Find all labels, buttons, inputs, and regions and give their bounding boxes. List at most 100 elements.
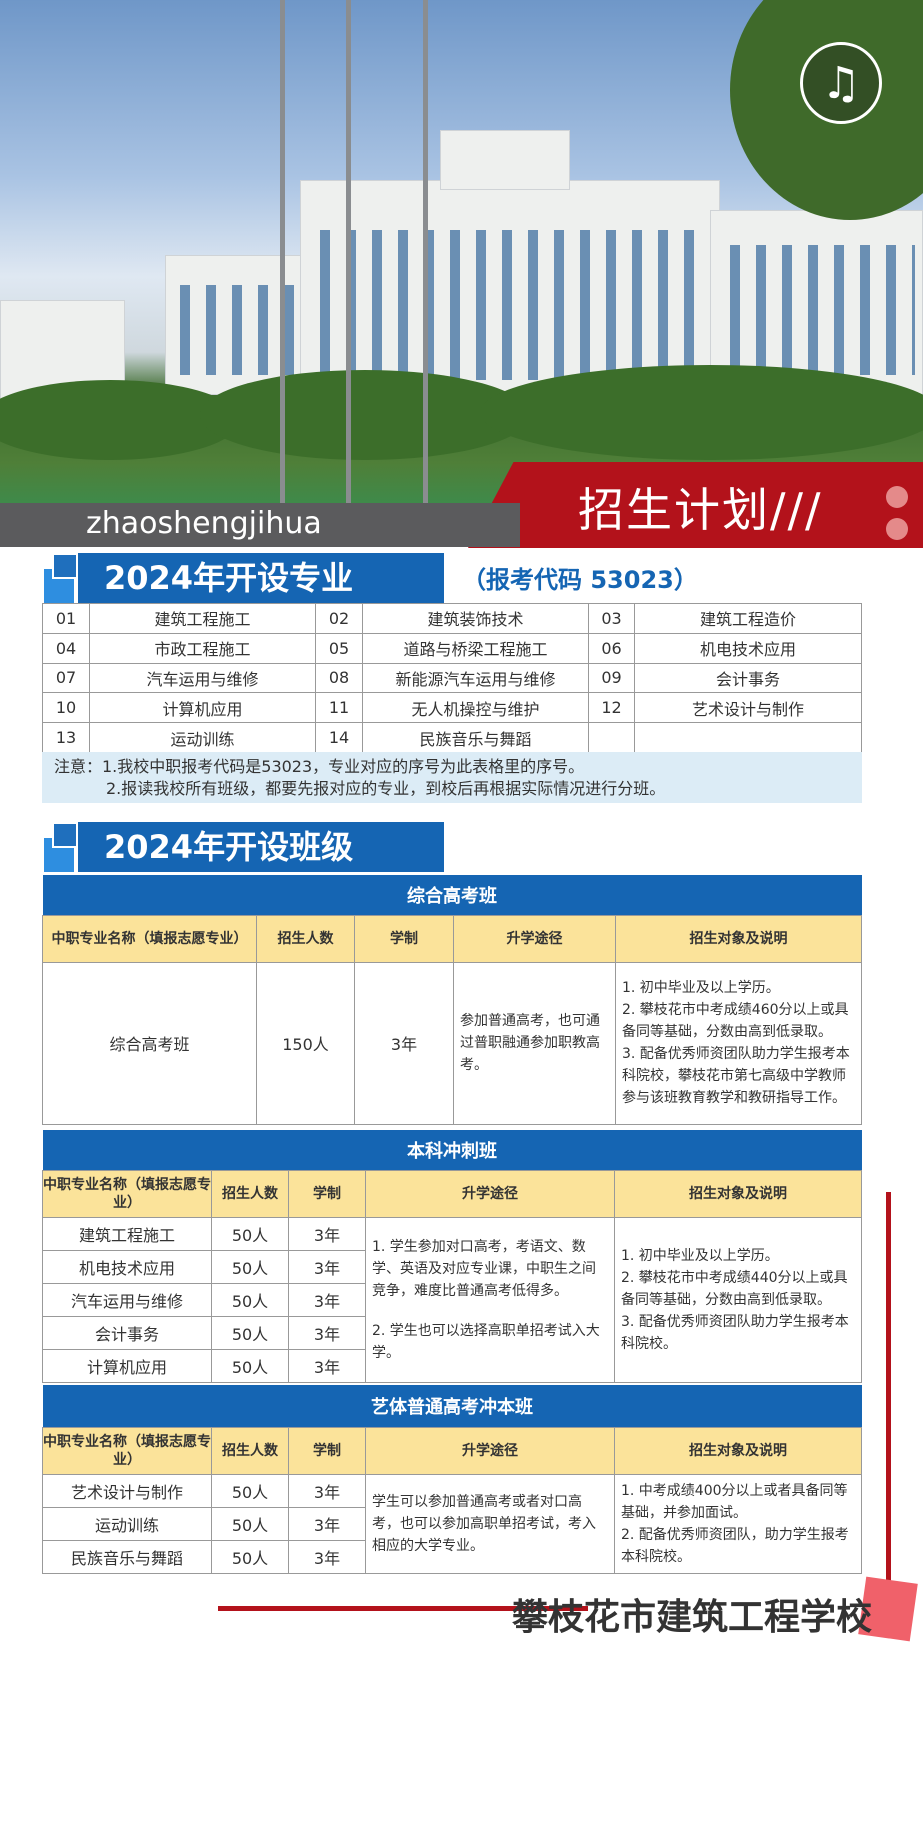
class-count: 50人	[211, 1348, 289, 1383]
school-name: 攀枝花市建筑工程学校	[512, 1597, 873, 1638]
note-line: 2.报读我校所有班级，都要先报对应的专业，到校后再根据实际情况进行分班。	[106, 779, 666, 798]
desc-line: 1. 初中毕业及以上学历。	[621, 1247, 779, 1264]
pinyin-band: zhaoshengjihua	[0, 503, 520, 547]
class-name: 计算机应用	[42, 1348, 212, 1383]
header-name: 中职专业名称（填报志愿专业）	[42, 1426, 212, 1475]
class-count: 150人	[256, 961, 355, 1125]
square-icon	[52, 553, 78, 579]
class-desc: 1. 中考成绩400分以上或者具备同等基础，并参加面试。 2. 配备优秀师资团队，…	[614, 1473, 862, 1574]
header-count: 招生人数	[211, 1169, 289, 1218]
class-count: 50人	[211, 1473, 289, 1508]
major-number: 03	[588, 603, 635, 634]
desc-line: 3. 配备优秀师资团队助力学生报考本科院校。	[621, 1313, 849, 1352]
major-number	[588, 722, 635, 753]
desc-line: 2. 攀枝花市中考成绩460分以上或具备同等基础，分数由高到低录取。	[622, 1002, 849, 1040]
desc-line: 3. 配备优秀师资团队助力学生报考本科院校，攀枝花市第七高级中学教师参与该班教育…	[622, 1046, 850, 1106]
table-row: 机电技术应用 50人 3年	[42, 1249, 862, 1284]
major-number: 08	[315, 662, 363, 694]
major-number: 12	[588, 692, 635, 724]
table-row: 04 市政工程施工 05 道路与桥梁工程施工 06 机电技术应用	[42, 632, 862, 664]
header-name: 中职专业名称（填报志愿专业）	[42, 914, 257, 963]
page-title: 招生计划///	[578, 483, 823, 537]
major-number: 02	[315, 603, 363, 634]
class-years: 3年	[288, 1216, 366, 1251]
decor-line	[218, 1606, 588, 1611]
class-name: 艺术设计与制作	[42, 1473, 212, 1508]
comprehensive-class-table: 综合高考班 中职专业名称（填报志愿专业） 招生人数 学制 升学途径 招生对象及说…	[42, 875, 862, 1125]
class-years: 3年	[288, 1249, 366, 1284]
major-name: 机电技术应用	[634, 632, 862, 664]
section-header-majors: 2024年开设专业	[44, 553, 444, 603]
music-note-icon[interactable]: ♫	[800, 42, 882, 124]
major-number: 05	[315, 632, 363, 664]
section-title: 2024年开设专业	[78, 553, 444, 603]
table-row: 民族音乐与舞蹈 50人 3年	[42, 1539, 862, 1574]
class-count: 50人	[211, 1249, 289, 1284]
class-years: 3年	[288, 1348, 366, 1383]
class-count: 50人	[211, 1539, 289, 1574]
class-title: 艺体普通高考冲本班	[42, 1385, 862, 1427]
table-row: 运动训练 50人 3年	[42, 1506, 862, 1541]
class-count: 50人	[211, 1216, 289, 1251]
header-years: 学制	[354, 914, 454, 963]
class-years: 3年	[288, 1282, 366, 1317]
major-name	[634, 722, 862, 753]
header-count: 招生人数	[211, 1426, 289, 1475]
dot-icon	[886, 486, 908, 508]
class-name: 民族音乐与舞蹈	[42, 1539, 212, 1574]
major-name: 运动训练	[89, 722, 316, 753]
section-title: 2024年开设班级	[78, 822, 444, 872]
class-years: 3年	[288, 1315, 366, 1350]
major-name: 无人机操控与维护	[362, 692, 589, 724]
school-photo	[0, 0, 923, 503]
desc-line: 2. 攀枝花市中考成绩440分以上或具备同等基础，分数由高到低录取。	[621, 1269, 848, 1308]
major-name: 市政工程施工	[89, 632, 316, 664]
major-name: 会计事务	[634, 662, 862, 694]
header-desc: 招生对象及说明	[614, 1426, 862, 1475]
major-name: 建筑工程施工	[89, 603, 316, 634]
major-number: 07	[42, 662, 90, 694]
class-desc: 1. 初中毕业及以上学历。 2. 攀枝花市中考成绩440分以上或具备同等基础，分数…	[614, 1216, 862, 1383]
header-desc: 招生对象及说明	[615, 914, 862, 963]
major-number: 10	[42, 692, 90, 724]
major-number: 09	[588, 662, 635, 694]
class-path: 1. 学生参加对口高考，考语文、数学、英语及对应专业课，中职生之间竞争，难度比普…	[365, 1216, 615, 1383]
path-line: 2. 学生也可以选择高职单招考试入大学。	[372, 1322, 600, 1361]
table-row: 13 运动训练 14 民族音乐与舞蹈	[42, 722, 862, 753]
class-path: 学生可以参加普通高考或者对口高考，也可以参加高职单招考试，考入相应的大学专业。	[365, 1473, 615, 1574]
note-line: 注意：1.我校中职报考代码是53023，专业对应的序号为此表格里的序号。	[54, 757, 585, 776]
table-row: 艺术设计与制作 50人 3年 学生可以参加普通高考或者对口高考，也可以参加高职单招考试…	[42, 1473, 862, 1574]
header-years: 学制	[288, 1169, 366, 1218]
header-path: 升学途径	[365, 1169, 615, 1218]
class-count: 50人	[211, 1506, 289, 1541]
section-header-classes: 2024年开设班级	[44, 822, 444, 872]
table-row: 01 建筑工程施工 02 建筑装饰技术 03 建筑工程造价	[42, 603, 862, 634]
major-number: 04	[42, 632, 90, 664]
table-row: 07 汽车运用与维修 08 新能源汽车运用与维修 09 会计事务	[42, 662, 862, 694]
dot-icon	[886, 518, 908, 540]
major-name: 建筑装饰技术	[362, 603, 589, 634]
table-row: 10 计算机应用 11 无人机操控与维护 12 艺术设计与制作	[42, 692, 862, 724]
class-name: 会计事务	[42, 1315, 212, 1350]
class-desc: 1. 初中毕业及以上学历。 2. 攀枝花市中考成绩460分以上或具备同等基础，分…	[615, 961, 862, 1125]
class-name: 汽车运用与维修	[42, 1282, 212, 1317]
major-name: 新能源汽车运用与维修	[362, 662, 589, 694]
majors-table: 01 建筑工程施工 02 建筑装饰技术 03 建筑工程造价 04 市政工程施工 05 道路与桥梁工…	[42, 603, 862, 753]
major-name: 民族音乐与舞蹈	[362, 722, 589, 753]
note: 注意：1.我校中职报考代码是53023，专业对应的序号为此表格里的序号。 2.报…	[42, 752, 862, 803]
class-years: 3年	[354, 961, 454, 1125]
arts-class-table: 艺体普通高考冲本班 中职专业名称（填报志愿专业） 招生人数 学制 升学途径 招生…	[42, 1385, 862, 1574]
desc-line: 1. 初中毕业及以上学历。	[622, 980, 780, 996]
table-row: 建筑工程施工 50人 3年 1. 学生参加对口高考，考语文、数学、英语及对应专业课，中…	[42, 1216, 862, 1383]
class-name: 运动训练	[42, 1506, 212, 1541]
path-line: 学生可以参加普通高考或者对口高考，也可以参加高职单招考试，考入相应的大学专业。	[372, 1493, 596, 1554]
desc-line: 1. 中考成绩400分以上或者具备同等基础，并参加面试。	[621, 1482, 848, 1521]
class-years: 3年	[288, 1506, 366, 1541]
major-number: 13	[42, 722, 90, 753]
table-row: 会计事务 50人 3年	[42, 1315, 862, 1350]
exam-code: （报考代码 53023）	[462, 566, 698, 594]
class-name: 机电技术应用	[42, 1249, 212, 1284]
header-years: 学制	[288, 1426, 366, 1475]
major-name: 艺术设计与制作	[634, 692, 862, 724]
path-line: 1. 学生参加对口高考，考语文、数学、英语及对应专业课，中职生之间竞争，难度比普…	[372, 1238, 596, 1299]
